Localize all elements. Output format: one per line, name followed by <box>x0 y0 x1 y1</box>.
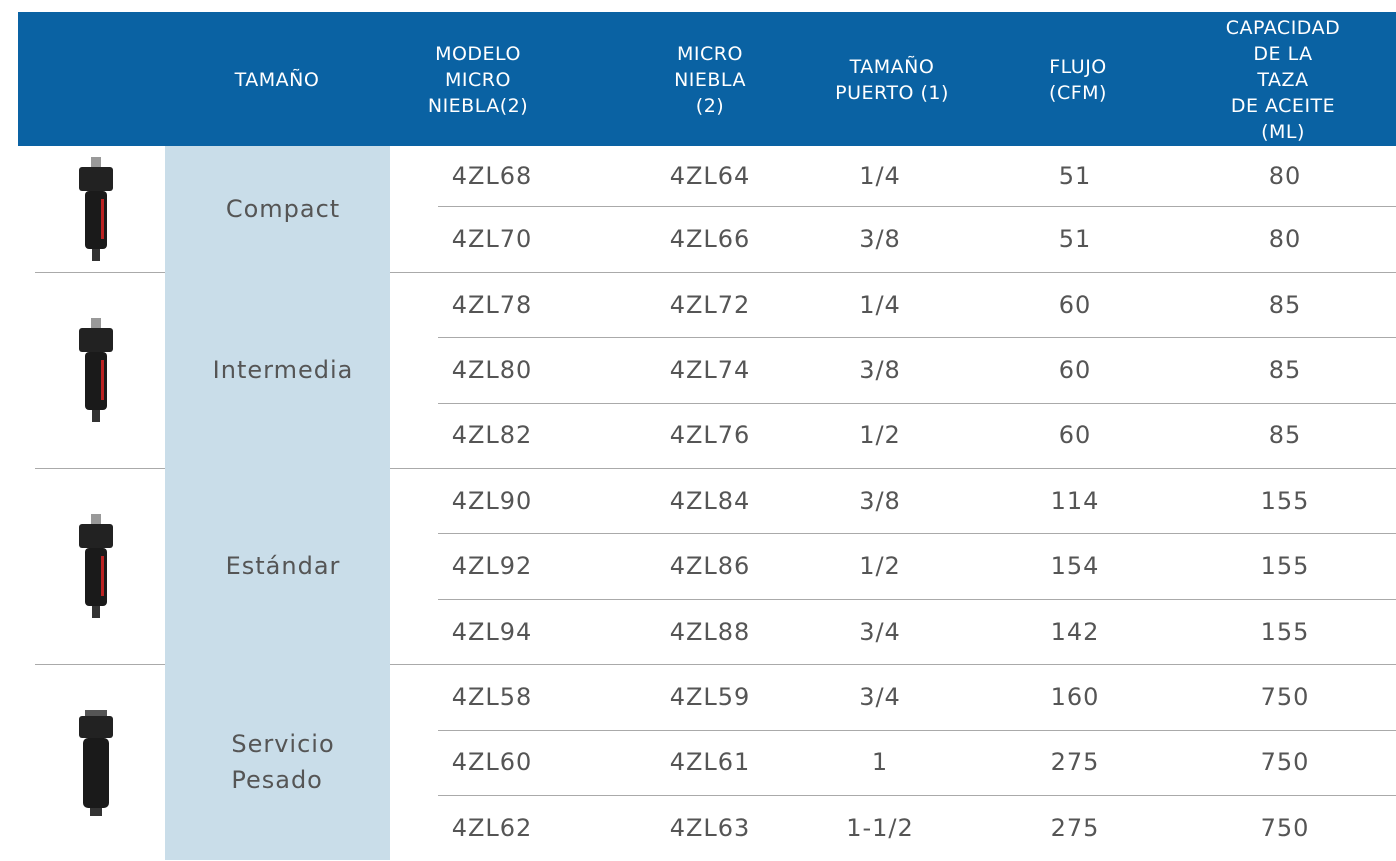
table-cell: 80 <box>1269 225 1302 253</box>
table-cell: 4ZL80 <box>452 356 533 384</box>
row-divider <box>438 337 1396 338</box>
table-cell: 4ZL90 <box>452 487 533 515</box>
row-divider <box>438 599 1396 600</box>
table-cell: 60 <box>1059 421 1092 449</box>
table-cell: 4ZL78 <box>452 291 533 319</box>
table-cell: 4ZL82 <box>452 421 533 449</box>
table-cell: 4ZL66 <box>670 225 751 253</box>
table-cell: 155 <box>1261 552 1310 580</box>
column-header: FLUJO (CFM) <box>1049 54 1107 106</box>
table-cell: 4ZL59 <box>670 683 751 711</box>
table-cell: 60 <box>1059 356 1092 384</box>
table-cell: 60 <box>1059 291 1092 319</box>
table-cell: 4ZL70 <box>452 225 533 253</box>
column-header: TAMAÑO PUERTO (1) <box>835 54 949 106</box>
table-cell: 4ZL58 <box>452 683 533 711</box>
table-cell: 750 <box>1261 814 1310 842</box>
table-cell: 4ZL62 <box>452 814 533 842</box>
row-divider <box>438 206 1396 207</box>
table-cell: 3/8 <box>859 225 901 253</box>
table-cell: 142 <box>1051 618 1100 646</box>
table-cell: 4ZL86 <box>670 552 751 580</box>
size-label: Estándar <box>226 548 341 584</box>
table-cell: 155 <box>1261 618 1310 646</box>
table-cell: 750 <box>1261 683 1310 711</box>
column-header: MODELO MICRO NIEBLA(2) <box>428 41 528 119</box>
column-header: MICRO NIEBLA (2) <box>674 41 746 119</box>
table-cell: 4ZL64 <box>670 162 751 190</box>
table-cell: 3/4 <box>859 683 901 711</box>
table-cell: 3/8 <box>859 487 901 515</box>
table-cell: 154 <box>1051 552 1100 580</box>
table-cell: 4ZL76 <box>670 421 751 449</box>
row-divider <box>438 795 1396 796</box>
group-divider <box>390 272 1396 273</box>
product-image <box>65 149 125 269</box>
column-header: CAPACIDAD DE LA TAZA DE ACEITE (ML) <box>1226 15 1340 145</box>
table-cell: 114 <box>1051 487 1100 515</box>
table-cell: 1/2 <box>859 421 901 449</box>
group-divider <box>390 664 1396 665</box>
table-cell: 80 <box>1269 162 1302 190</box>
table-cell: 4ZL92 <box>452 552 533 580</box>
group-divider <box>35 468 165 469</box>
table-cell: 1-1/2 <box>846 814 914 842</box>
table-cell: 4ZL84 <box>670 487 751 515</box>
size-label: Compact <box>226 191 340 227</box>
table-cell: 51 <box>1059 225 1092 253</box>
column-header: TAMAÑO <box>235 67 320 93</box>
table-cell: 85 <box>1269 421 1302 449</box>
group-divider <box>35 664 165 665</box>
table-cell: 275 <box>1051 748 1100 776</box>
table-cell: 4ZL72 <box>670 291 751 319</box>
table-cell: 155 <box>1261 487 1310 515</box>
table-cell: 85 <box>1269 356 1302 384</box>
row-divider <box>438 730 1396 731</box>
table-cell: 4ZL94 <box>452 618 533 646</box>
table-cell: 4ZL68 <box>452 162 533 190</box>
table-cell: 4ZL60 <box>452 748 533 776</box>
table-cell: 4ZL74 <box>670 356 751 384</box>
table-cell: 1/2 <box>859 552 901 580</box>
table-cell: 85 <box>1269 291 1302 319</box>
product-image <box>65 506 125 626</box>
row-divider <box>438 533 1396 534</box>
table-cell: 1/4 <box>859 291 901 319</box>
table-cell: 275 <box>1051 814 1100 842</box>
table-cell: 1 <box>872 748 888 776</box>
table-cell: 160 <box>1051 683 1100 711</box>
product-image <box>65 702 125 822</box>
size-label: Servicio Pesado <box>231 726 334 798</box>
table-cell: 4ZL88 <box>670 618 751 646</box>
table-cell: 1/4 <box>859 162 901 190</box>
row-divider <box>438 403 1396 404</box>
table-cell: 4ZL61 <box>670 748 751 776</box>
group-divider <box>390 468 1396 469</box>
table-cell: 3/8 <box>859 356 901 384</box>
product-image <box>65 310 125 430</box>
table-cell: 750 <box>1261 748 1310 776</box>
table-cell: 4ZL63 <box>670 814 751 842</box>
table-cell: 51 <box>1059 162 1092 190</box>
page: TAMAÑO MODELO MICRO NIEBLA(2) MICRO NIEBLA… <box>0 0 1396 861</box>
size-label: Intermedia <box>213 352 354 388</box>
table-cell: 3/4 <box>859 618 901 646</box>
group-divider <box>35 272 165 273</box>
